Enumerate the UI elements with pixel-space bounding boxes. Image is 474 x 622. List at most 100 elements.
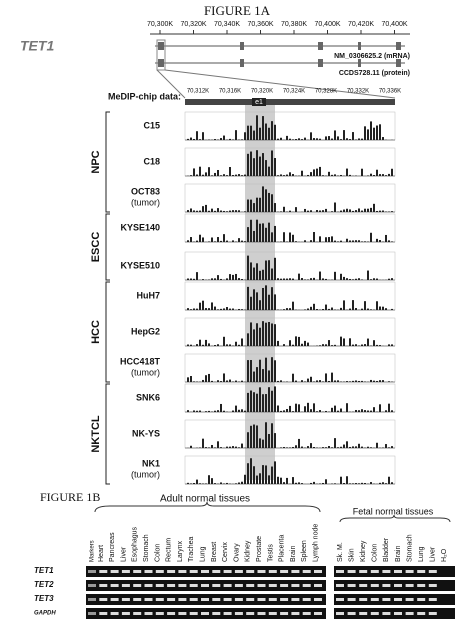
signal-bar — [292, 411, 294, 412]
signal-bar — [319, 410, 321, 412]
signal-bar — [211, 237, 213, 242]
signal-bar — [355, 483, 357, 484]
signal-bar — [205, 204, 207, 212]
gel-band — [405, 612, 414, 615]
gel-band — [144, 612, 153, 615]
signal-bar — [280, 211, 282, 212]
gel-band — [121, 570, 130, 573]
signal-bar — [343, 338, 345, 346]
signal-bar — [256, 115, 258, 140]
signal-bar — [220, 278, 222, 280]
signal-bar — [256, 292, 258, 310]
signal-bar — [217, 344, 219, 346]
signal-bar — [262, 369, 264, 382]
signal-bar — [385, 211, 387, 212]
signal-bar — [391, 278, 393, 280]
signal-bar — [349, 446, 351, 448]
signal-bar — [301, 139, 303, 140]
signal-bar — [340, 174, 342, 176]
gel-band — [99, 570, 108, 573]
signal-bar — [325, 479, 327, 484]
signal-bar — [223, 483, 225, 484]
signal-bar — [283, 309, 285, 310]
signal-bar — [211, 444, 213, 448]
markers-label: Markers — [90, 540, 96, 562]
signal-bar — [220, 138, 222, 140]
signal-bar — [346, 381, 348, 382]
signal-bar — [256, 425, 258, 448]
gel-band — [280, 570, 289, 573]
zoom-tick-label: 70,328K — [315, 89, 337, 95]
signal-bar — [190, 309, 192, 310]
sample-name: KYSE140 — [120, 222, 160, 232]
sample-name: NK-YS — [132, 428, 160, 438]
signal-bar — [391, 308, 393, 310]
signal-bar — [238, 482, 240, 484]
zoom-tick-label: 70,316K — [219, 89, 241, 95]
signal-bar — [319, 380, 321, 382]
signal-bar — [289, 138, 291, 140]
signal-bar — [241, 380, 243, 382]
signal-bar — [331, 174, 333, 176]
signal-bar — [364, 208, 366, 212]
signal-bar — [241, 278, 243, 280]
signal-bar — [202, 132, 204, 140]
gel-band — [223, 598, 232, 601]
signal-bar — [223, 210, 225, 212]
group-bracket — [105, 111, 110, 213]
signal-bar — [268, 222, 270, 242]
signal-bar — [331, 345, 333, 346]
signal-bar — [283, 446, 285, 448]
signal-bar — [277, 278, 279, 280]
lane-label: Lung — [200, 546, 207, 562]
signal-bar — [265, 189, 267, 212]
signal-bar — [355, 380, 357, 382]
signal-bar — [187, 210, 189, 212]
signal-bar — [319, 210, 321, 212]
signal-bar — [346, 208, 348, 212]
signal-bar — [349, 483, 351, 484]
signal-bar — [250, 199, 252, 212]
signal-bar — [334, 174, 336, 176]
signal-bar — [388, 240, 390, 242]
signal-bar — [286, 447, 288, 448]
signal-bar — [361, 241, 363, 242]
signal-bar — [385, 410, 387, 412]
signal-bar — [280, 380, 282, 382]
signal-bar — [358, 483, 360, 484]
signal-bar — [367, 175, 369, 176]
signal-bar — [346, 278, 348, 280]
signal-bar — [301, 446, 303, 448]
signal-bar — [190, 344, 192, 346]
signal-bar — [367, 308, 369, 310]
signal-bar — [223, 174, 225, 176]
gene-row-label: GAPDH — [34, 611, 56, 617]
signal-bar — [238, 447, 240, 448]
signal-bar — [391, 344, 393, 346]
signal-bar — [370, 207, 372, 212]
signal-bar — [310, 443, 312, 448]
gel-band — [178, 570, 187, 573]
signal-bar — [259, 438, 261, 448]
signal-bar — [298, 138, 300, 140]
signal-bar — [307, 378, 309, 382]
signal-bar — [241, 443, 243, 448]
lane-label: Larynx — [177, 540, 184, 562]
gel-band — [133, 598, 142, 601]
signal-bar — [229, 138, 231, 140]
gel-band — [336, 612, 344, 615]
gel-band — [268, 584, 277, 587]
gel-band — [268, 598, 277, 601]
signal-bar — [250, 322, 252, 346]
protein-exon — [240, 59, 244, 67]
signal-bar — [259, 300, 261, 310]
signal-bar — [388, 403, 390, 412]
signal-bar — [292, 174, 294, 176]
signal-bar — [223, 135, 225, 140]
signal-bar — [364, 381, 366, 382]
signal-bar — [352, 240, 354, 242]
gel-band — [121, 584, 130, 587]
signal-bar — [316, 309, 318, 310]
signal-bar — [319, 166, 321, 176]
signal-bar — [367, 208, 369, 212]
